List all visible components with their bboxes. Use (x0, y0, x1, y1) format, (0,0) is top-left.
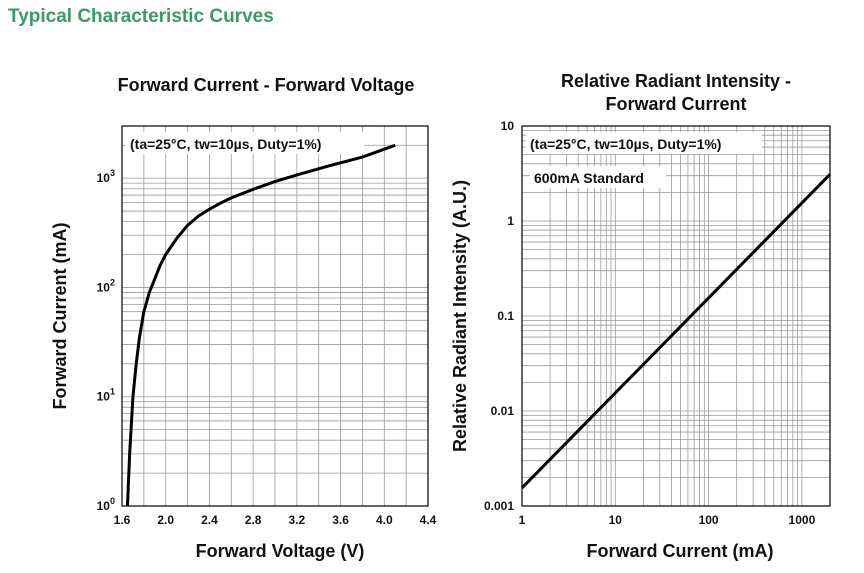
chart2-annotation: (ta=25°C, tw=10µs, Duty=1%) (530, 136, 721, 152)
chart1-y-tick: 103 (97, 168, 115, 185)
chart2-plot-frame (521, 125, 831, 507)
chart-radiant-intensity: Relative Radiant Intensity - Forward Cur… (450, 71, 832, 561)
chart1-y-tick: 100 (97, 496, 115, 513)
chart1-x-tick: 4.0 (376, 513, 393, 527)
chart2-annotation2-bg (530, 166, 666, 188)
chart1-x-tick: 2.4 (201, 513, 218, 527)
chart2-title-line1: Relative Radiant Intensity - (561, 71, 791, 91)
chart1-x-tick: 3.6 (332, 513, 349, 527)
chart2-annotation-bg (526, 132, 762, 154)
chart1-grid (121, 125, 429, 507)
chart2-y-tick-labels: 0.001 0.01 0.1 1 10 (484, 119, 514, 513)
chart2-x-tick: 1 (519, 513, 526, 527)
chart1-plot-frame (121, 125, 429, 507)
chart1-x-tick: 2.0 (157, 513, 174, 527)
chart1-y-axis-label: Forward Current (mA) (50, 222, 70, 409)
chart1-title: Forward Current - Forward Voltage (118, 75, 415, 95)
section-heading: Typical Characteristic Curves (8, 6, 274, 27)
chart2-x-tick: 1000 (789, 513, 816, 527)
chart2-y-tick: 1 (507, 214, 514, 228)
chart1-x-tick: 4.4 (420, 513, 437, 527)
chart2-x-tick-labels: 1 10 100 1000 (519, 513, 816, 527)
chart1-annotation: (ta=25°C, tw=10µs, Duty=1%) (130, 136, 321, 152)
chart1-y-tick: 101 (97, 387, 115, 404)
chart1-annotation-bg (125, 132, 364, 154)
chart2-y-tick: 0.01 (491, 404, 515, 418)
chart1-x-tick: 3.2 (289, 513, 306, 527)
chart2-y-tick: 0.001 (484, 499, 514, 513)
chart1-x-tick: 2.8 (245, 513, 262, 527)
chart1-series-line (125, 143, 396, 507)
chart2-y-tick: 0.1 (497, 309, 514, 323)
chart2-y-tick: 10 (501, 119, 515, 133)
chart2-series-line (520, 173, 832, 489)
chart2-annotation2: 600mA Standard (534, 170, 644, 186)
chart1-x-tick: 1.6 (114, 513, 131, 527)
chart1-x-axis-label: Forward Voltage (V) (196, 541, 365, 561)
chart2-title-line2: Forward Current (605, 94, 746, 114)
chart2-x-axis-label: Forward Current (mA) (586, 541, 773, 561)
chart2-x-tick: 100 (699, 513, 719, 527)
chart1-y-tick: 102 (97, 277, 115, 294)
chart1-y-tick-labels: 100 101 102 103 (97, 168, 115, 513)
chart-forward-voltage: Forward Current - Forward Voltage 1.6 2.0… (50, 75, 437, 561)
chart2-y-axis-label: Relative Radiant Intensity (A.U.) (450, 180, 470, 452)
chart2-x-tick: 10 (609, 513, 623, 527)
chart1-x-tick-labels: 1.6 2.0 2.4 2.8 3.2 3.6 4.0 4.4 (114, 513, 437, 527)
